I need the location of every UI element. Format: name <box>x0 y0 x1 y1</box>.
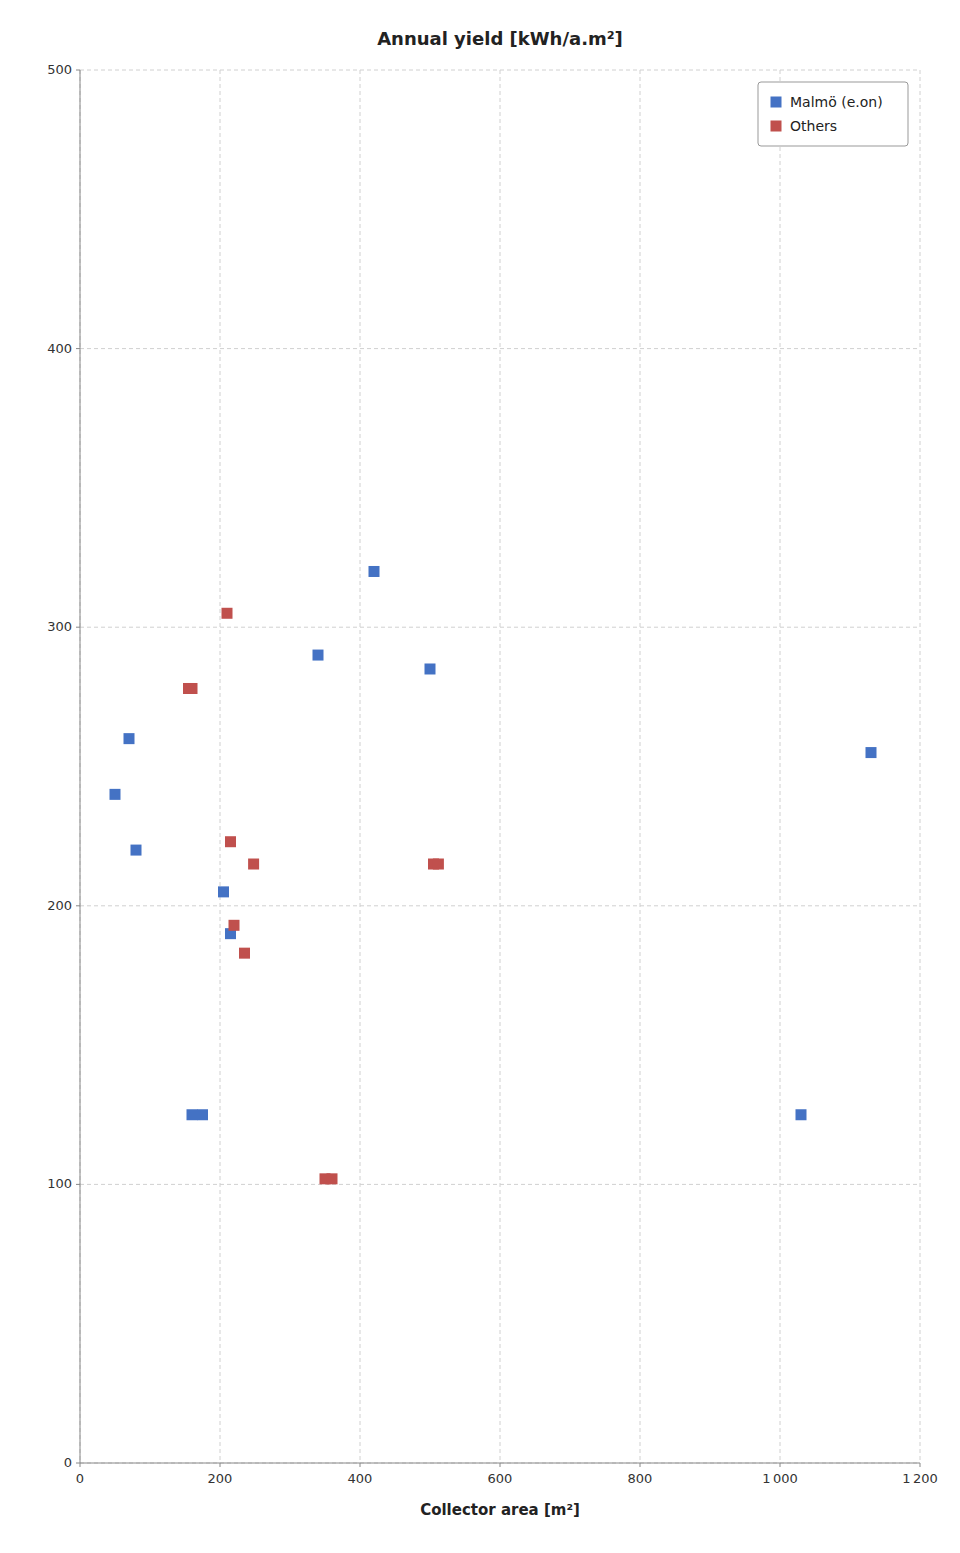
y-axis-line <box>80 70 81 1463</box>
point <box>187 1109 198 1120</box>
legend-marker <box>771 121 782 132</box>
point <box>222 608 233 619</box>
x-tick-label: 200 <box>208 1471 233 1486</box>
grid-line-y <box>80 70 920 71</box>
point <box>225 836 236 847</box>
x-tick <box>80 1463 81 1467</box>
grid-line-y <box>80 348 920 349</box>
x-tick <box>780 1463 781 1467</box>
y-tick <box>76 627 80 628</box>
marks <box>110 566 877 1184</box>
grid-line-y <box>80 1184 920 1185</box>
point <box>248 859 259 870</box>
grid-line-y <box>80 905 920 906</box>
grid-line-x <box>920 70 921 1463</box>
grid-line-x <box>500 70 501 1463</box>
legend: Malmö (e.on) Others <box>758 82 908 146</box>
series <box>183 608 444 1185</box>
x-axis-label: Collector area [m²] <box>420 1501 580 1519</box>
x-tick <box>920 1463 921 1467</box>
point <box>313 650 324 661</box>
point <box>369 566 380 577</box>
series <box>110 566 877 1120</box>
point <box>131 845 142 856</box>
y-tick <box>76 1184 80 1185</box>
x-tick <box>360 1463 361 1467</box>
point <box>124 733 135 744</box>
grid <box>80 70 920 1463</box>
y-tick-label: 200 <box>47 898 72 913</box>
grid-line-x <box>80 70 81 1463</box>
chart: 0 200 400 600 800 1 000 1 200 0 100 200 300 400 500 A… <box>0 0 960 1553</box>
y-tick-label: 100 <box>47 1176 72 1191</box>
point <box>796 1109 807 1120</box>
legend-label: Others <box>790 118 837 134</box>
x-tick-label: 600 <box>488 1471 513 1486</box>
point <box>433 859 444 870</box>
point <box>425 663 436 674</box>
x-tick-label: 1 000 <box>762 1471 798 1486</box>
point <box>327 1173 338 1184</box>
x-tick-label: 1 200 <box>902 1471 938 1486</box>
y-tick-label: 300 <box>47 619 72 634</box>
title: Annual yield [kWh/a.m²] <box>377 28 623 49</box>
x-tick-label: 400 <box>348 1471 373 1486</box>
point <box>187 683 198 694</box>
grid-line-y <box>80 627 920 628</box>
legend-marker <box>771 97 782 108</box>
y-tick-label: 0 <box>64 1455 72 1470</box>
point <box>110 789 121 800</box>
x-tick <box>500 1463 501 1467</box>
point <box>197 1109 208 1120</box>
tick-labels: 0 200 400 600 800 1 000 1 200 0 100 200 300 400 500 <box>47 62 938 1486</box>
point <box>239 948 250 959</box>
point <box>229 920 240 931</box>
legend-box <box>758 82 908 146</box>
point <box>866 747 877 758</box>
x-tick-label: 800 <box>628 1471 653 1486</box>
grid-line-x <box>780 70 781 1463</box>
x-tick <box>220 1463 221 1467</box>
legend-label: Malmö (e.on) <box>790 94 883 110</box>
y-tick <box>76 1463 80 1464</box>
y-tick <box>76 348 80 349</box>
grid-line-x <box>220 70 221 1463</box>
grid-line-x <box>640 70 641 1463</box>
y-tick-label: 500 <box>47 62 72 77</box>
y-tick <box>76 905 80 906</box>
x-tick-label: 0 <box>76 1471 84 1486</box>
point <box>218 886 229 897</box>
grid-line-x <box>360 70 361 1463</box>
x-tick <box>640 1463 641 1467</box>
y-tick <box>76 70 80 71</box>
y-tick-label: 400 <box>47 341 72 356</box>
